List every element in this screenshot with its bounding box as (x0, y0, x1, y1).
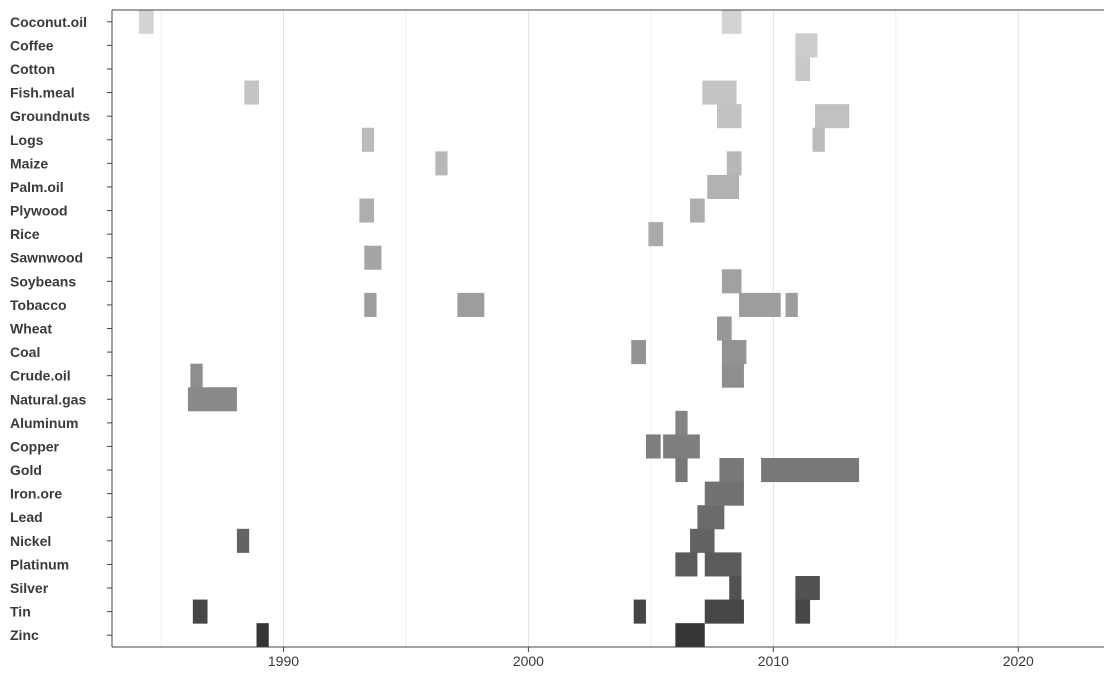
x-tick-label-2020: 2020 (1003, 653, 1034, 669)
bar-maize-2 (726, 151, 742, 176)
mark-layer (138, 9, 860, 648)
bar-gold-1 (675, 458, 688, 483)
row-label-nickel: Nickel (10, 533, 51, 549)
x-tick-label-2000: 2000 (513, 653, 544, 669)
bar-tin-3 (704, 599, 744, 624)
bar-sawnwood-1 (364, 245, 382, 270)
row-label-gold: Gold (10, 462, 42, 478)
bar-logs-2 (812, 127, 825, 152)
row-label-silver: Silver (10, 580, 49, 596)
bar-zinc-1 (256, 623, 269, 648)
row-label-coffee: Coffee (10, 37, 54, 53)
bar-iron-ore-1 (704, 481, 744, 506)
row-label-maize: Maize (10, 155, 48, 171)
bar-copper-2 (663, 434, 700, 459)
bar-aluminum-1 (675, 410, 688, 435)
bar-maize-1 (435, 151, 448, 176)
axis-layer (107, 9, 1104, 652)
row-label-copper: Copper (10, 438, 60, 454)
row-label-zinc: Zinc (10, 627, 39, 643)
row-label-tobacco: Tobacco (10, 297, 67, 313)
row-label-rice: Rice (10, 226, 40, 242)
row-label-coconut-oil: Coconut.oil (10, 14, 87, 30)
bar-tin-4 (795, 599, 811, 624)
bar-nickel-1 (236, 528, 250, 553)
row-label-palm-oil: Palm.oil (10, 179, 64, 195)
bar-fish-meal-2 (702, 80, 737, 105)
bar-tobacco-1 (364, 292, 377, 317)
bar-nickel-2 (690, 528, 715, 553)
bar-plywood-2 (690, 198, 705, 223)
row-label-tin: Tin (10, 604, 31, 620)
row-label-platinum: Platinum (10, 556, 69, 572)
bar-logs-1 (361, 127, 375, 152)
bar-coconut-oil-1 (138, 9, 154, 34)
bar-palm-oil-1 (707, 174, 740, 199)
bar-coffee-1 (795, 33, 818, 58)
label-layer: Coconut.oil Coffee Cotton Fish.meal Groundnu… (10, 14, 1034, 669)
row-label-logs: Logs (10, 132, 44, 148)
row-label-aluminum: Aluminum (10, 415, 78, 431)
row-label-wheat: Wheat (10, 321, 52, 337)
bar-fish-meal-1 (244, 80, 259, 105)
x-tick-label-2010: 2010 (758, 653, 789, 669)
bar-soybeans-1 (721, 269, 742, 294)
bar-gold-2 (719, 458, 744, 483)
bar-cotton-1 (795, 56, 811, 82)
bar-groundnuts-1 (716, 104, 742, 129)
bar-tobacco-3 (739, 292, 781, 317)
bar-tin-1 (192, 599, 208, 624)
row-label-fish-meal: Fish.meal (10, 85, 75, 101)
row-label-lead: Lead (10, 509, 43, 525)
bar-tobacco-2 (457, 292, 485, 317)
bar-coconut-oil-2 (721, 9, 742, 34)
bar-crude-oil-2 (721, 363, 744, 388)
bar-coal-1 (631, 340, 646, 365)
row-label-sawnwood: Sawnwood (10, 250, 83, 266)
bar-zinc-2 (675, 623, 705, 648)
bar-tin-2 (633, 599, 646, 624)
bar-lead-1 (697, 505, 725, 530)
row-label-plywood: Plywood (10, 203, 68, 219)
x-tick-label-1990: 1990 (268, 653, 299, 669)
bar-silver-1 (729, 575, 742, 601)
row-label-crude-oil: Crude.oil (10, 368, 71, 384)
bar-groundnuts-2 (814, 104, 850, 129)
bar-tobacco-4 (785, 292, 798, 317)
row-label-cotton: Cotton (10, 61, 55, 77)
bar-wheat-1 (716, 316, 732, 341)
row-label-iron-ore: Iron.ore (10, 486, 62, 502)
bar-crude-oil-1 (190, 363, 203, 388)
row-label-coal: Coal (10, 344, 40, 360)
row-label-natural-gas: Natural.gas (10, 391, 86, 407)
bar-gold-3 (761, 458, 860, 483)
bar-platinum-1 (675, 552, 698, 577)
bar-plywood-1 (359, 198, 375, 223)
row-label-groundnuts: Groundnuts (10, 108, 90, 124)
grid-layer (160, 10, 1019, 647)
bar-coal-2 (721, 340, 747, 365)
bar-silver-2 (795, 575, 820, 601)
row-label-soybeans: Soybeans (10, 273, 76, 289)
bar-rice-1 (648, 222, 664, 247)
bar-natural-gas-1 (187, 387, 237, 412)
bar-copper-1 (645, 434, 661, 459)
bar-platinum-2 (704, 552, 742, 577)
